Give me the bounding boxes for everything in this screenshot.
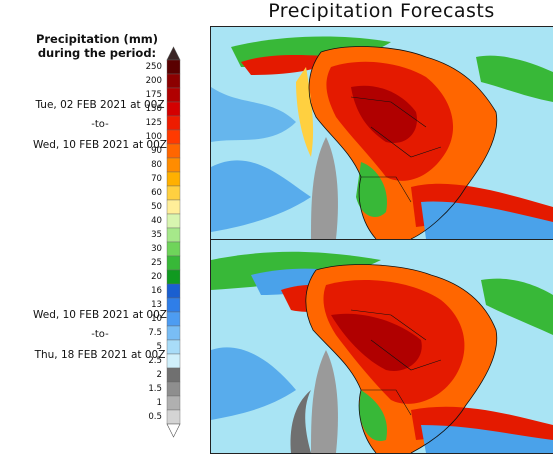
scale-bottom-arrow (166, 423, 181, 438)
scale-swatch-16 (166, 283, 181, 299)
scale-swatch-25 (166, 255, 181, 271)
south-america-map-bottom (211, 240, 553, 453)
legend-title-line2: during the period: (37, 46, 157, 60)
scale-label-50: 50 (151, 201, 162, 212)
period-top-start: Tue, 02 FEB 2021 at 00Z (35, 99, 165, 111)
period-bottom: Wed, 10 FEB 2021 at 00Z -to- Thu, 18 FEB… (20, 305, 180, 365)
scale-swatch-30 (166, 241, 181, 257)
period-top-separator: -to- (91, 119, 109, 130)
page-title: Precipitation Forecasts (268, 0, 495, 22)
scale-label-175: 175 (145, 89, 162, 100)
period-top: Tue, 02 FEB 2021 at 00Z -to- Wed, 10 FEB… (20, 95, 180, 155)
scale-swatch-125 (166, 115, 181, 131)
scale-swatch-60 (166, 185, 181, 201)
scale-label-60: 60 (151, 187, 162, 198)
scale-swatch-7.5 (166, 325, 181, 341)
scale-label-40: 40 (151, 215, 162, 226)
scale-label-25: 25 (151, 257, 162, 268)
scale-label-90: 90 (151, 145, 162, 156)
scale-label-125: 125 (145, 117, 162, 128)
scale-label-1: 1 (156, 397, 162, 408)
map-panel-top (210, 26, 553, 240)
scale-swatch-35 (166, 227, 181, 243)
scale-swatch-175 (166, 87, 181, 103)
scale-swatch-20 (166, 269, 181, 285)
scale-label-5: 5 (156, 341, 162, 352)
scale-label-7.5: 7.5 (148, 327, 162, 338)
scale-label-16: 16 (151, 285, 162, 296)
scale-label-20: 20 (151, 271, 162, 282)
scale-label-0.5: 0.5 (148, 411, 162, 422)
scale-label-250: 250 (145, 61, 162, 72)
scale-swatch-80 (166, 157, 181, 173)
scale-swatch-10 (166, 311, 181, 327)
scale-swatch-2 (166, 367, 181, 383)
scale-swatch-90 (166, 143, 181, 159)
legend-title-line1: Precipitation (mm) (35, 32, 159, 46)
scale-swatch-40 (166, 213, 181, 229)
scale-label-2: 2 (156, 369, 162, 380)
scale-swatch-0.5 (166, 409, 181, 425)
scale-top-arrow (166, 46, 181, 61)
scale-swatch-2.5 (166, 353, 181, 369)
scale-label-30: 30 (151, 243, 162, 254)
scale-swatch-150 (166, 101, 181, 117)
scale-swatch-200 (166, 73, 181, 89)
scale-label-200: 200 (145, 75, 162, 86)
south-america-map-top (211, 27, 553, 239)
scale-label-70: 70 (151, 173, 162, 184)
scale-label-1.5: 1.5 (148, 383, 162, 394)
scale-swatch-100 (166, 129, 181, 145)
scale-swatch-250 (166, 59, 181, 75)
scale-label-13: 13 (151, 299, 162, 310)
scale-label-35: 35 (151, 229, 162, 240)
scale-swatch-1.5 (166, 381, 181, 397)
period-top-end: Wed, 10 FEB 2021 at 00Z (33, 139, 167, 151)
scale-swatch-70 (166, 171, 181, 187)
scale-swatch-5 (166, 339, 181, 355)
period-bottom-start: Wed, 10 FEB 2021 at 00Z (33, 309, 167, 321)
scale-label-10: 10 (151, 313, 162, 324)
color-scale-bar (166, 46, 181, 438)
map-panel-bottom (210, 239, 553, 454)
scale-label-2.5: 2.5 (148, 355, 162, 366)
scale-label-100: 100 (145, 131, 162, 142)
scale-label-80: 80 (151, 159, 162, 170)
period-bottom-separator: -to- (91, 329, 109, 340)
legend-title: Precipitation (mm) during the period: (22, 32, 172, 60)
scale-swatch-1 (166, 395, 181, 411)
scale-swatch-13 (166, 297, 181, 313)
scale-label-150: 150 (145, 103, 162, 114)
period-bottom-end: Thu, 18 FEB 2021 at 00Z (34, 349, 166, 361)
scale-swatch-50 (166, 199, 181, 215)
